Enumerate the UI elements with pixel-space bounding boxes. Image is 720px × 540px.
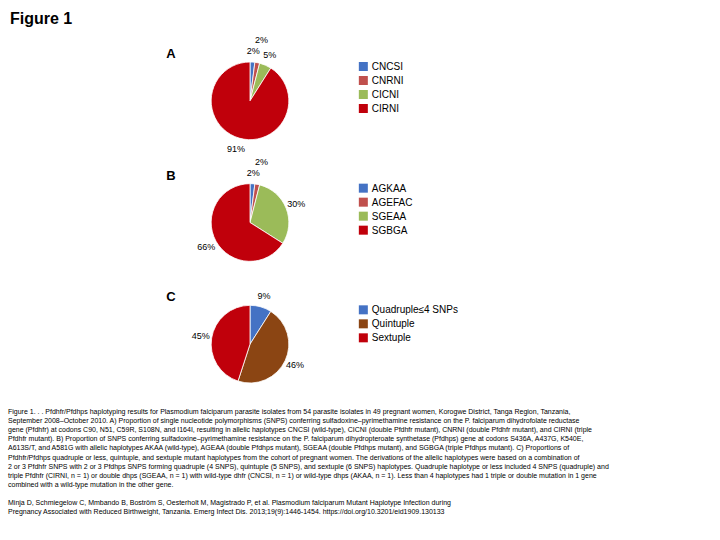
- legend-swatch: [359, 319, 368, 328]
- caption-line: September 2008–October 2010. A) Proporti…: [8, 417, 580, 425]
- slices: [211, 305, 289, 383]
- slices: [211, 62, 289, 140]
- caption: Figure 1. . . Pfdhfr/Pfdhps haplotyping …: [8, 408, 609, 516]
- legend-item: Sextuple: [359, 332, 411, 343]
- legend-swatch: [359, 198, 368, 207]
- caption-line: A613S/T, and A581G with allelic haplotyp…: [8, 444, 569, 452]
- legend-swatch: [359, 104, 368, 113]
- pie-chart: B 2%2% 30% 66% AGKAA AGEFAC SGEAA SGBGA: [166, 157, 412, 262]
- legend-swatch: [359, 305, 368, 314]
- caption-line: gene (Pfdhfr) at codons C90, N51, C59R, …: [8, 426, 592, 434]
- legend-item: SGBGA: [359, 225, 408, 236]
- legend-swatch: [359, 76, 368, 85]
- legend-swatch: [359, 62, 368, 71]
- legend-label: Quintuple: [372, 318, 415, 329]
- legend-label: CICNI: [372, 89, 399, 100]
- legend-item: CICNI: [359, 89, 399, 100]
- legend-item: SGEAA: [359, 211, 407, 222]
- data-label: 66%: [197, 242, 215, 252]
- caption-line: 2 or 3 Pfdhfr SNPS with 2 or 3 Pfdhps SN…: [8, 463, 609, 471]
- chart-label: B: [166, 168, 175, 183]
- legend-swatch: [359, 184, 368, 193]
- data-labels: 2%2% 30% 66%: [197, 157, 305, 252]
- legend-item: AGEFAC: [359, 197, 413, 208]
- caption-line: Pfdhfr/Pfdhps quadruple or less, quintup…: [8, 454, 580, 462]
- legend-label: CNCSI: [372, 61, 403, 72]
- legend-swatch: [359, 226, 368, 235]
- legend-label: SGEAA: [372, 211, 407, 222]
- legend-item: CNRNI: [359, 75, 404, 86]
- data-label: 46%: [286, 360, 304, 370]
- data-label: 2%: [255, 35, 268, 45]
- pie-slice: [211, 184, 283, 262]
- pie-chart: A2%2%5%91%CNCSICNRNICICNICIRNI: [166, 35, 403, 154]
- legend-item: AGKAA: [359, 183, 407, 194]
- caption-line: triple Pfdhfr (CIRNI, n = 1) or double d…: [8, 472, 597, 480]
- data-labels: 9% 46% 45%: [192, 291, 304, 370]
- pie-chart: C 9% 46% 45% Quadruple≤4 SNPs Quintuple Sextup…: [166, 289, 458, 383]
- legend-item: Quintuple: [359, 318, 415, 329]
- legend-label: Sextuple: [372, 332, 411, 343]
- legend-item: CIRNI: [359, 103, 399, 114]
- legend-label: Quadruple≤4 SNPs: [372, 304, 458, 315]
- legend-label: CIRNI: [372, 103, 399, 114]
- chart-label: A: [166, 46, 176, 61]
- legend-label: AGEFAC: [372, 197, 413, 208]
- data-label: 91%: [227, 144, 245, 154]
- data-labels: 2%2%5%91%: [227, 35, 276, 154]
- legend-swatch: [359, 333, 368, 342]
- caption-line: Figure 1. . . Pfdhfr/Pfdhps haplotyping …: [8, 408, 570, 416]
- figure: Figure 1A2%2%5%91%CNCSICNRNICICNICIRNIB2…: [0, 0, 720, 540]
- caption-line: combined with a wild-type mutation in th…: [8, 481, 173, 489]
- data-label: 5%: [263, 50, 276, 60]
- pie-slice: [211, 305, 250, 381]
- caption-line: Pregnancy Associated with Reduced Birthw…: [8, 508, 445, 516]
- data-label: 2%: [247, 46, 260, 56]
- figure-title: Figure 1: [10, 10, 72, 27]
- caption-line: Pfdhfr mutant). B) Proportion of SNPS co…: [8, 435, 583, 443]
- legend-swatch: [359, 90, 368, 99]
- chart-label: C: [166, 289, 176, 304]
- legend-label: CNRNI: [372, 75, 404, 86]
- legend: Quadruple≤4 SNPs Quintuple Sextuple: [359, 304, 458, 343]
- legend-label: SGBGA: [372, 225, 408, 236]
- legend: AGKAA AGEFAC SGEAA SGBGA: [359, 183, 413, 236]
- data-label: 30%: [287, 199, 305, 209]
- legend-swatch: [359, 212, 368, 221]
- legend-label: AGKAA: [372, 183, 407, 194]
- slices: [211, 184, 289, 262]
- data-label: 45%: [192, 331, 210, 341]
- data-label: 2%: [255, 157, 268, 167]
- legend-item: Quadruple≤4 SNPs: [359, 304, 458, 315]
- data-label: 9%: [257, 291, 270, 301]
- data-label: 2%: [247, 168, 260, 178]
- legend: CNCSI CNRNI CICNI CIRNI: [359, 61, 404, 114]
- pie-slice: [211, 62, 289, 140]
- legend-item: CNCSI: [359, 61, 403, 72]
- caption-line: Minja D, Schmiegelow C, Mmbando B, Bostr…: [8, 499, 451, 507]
